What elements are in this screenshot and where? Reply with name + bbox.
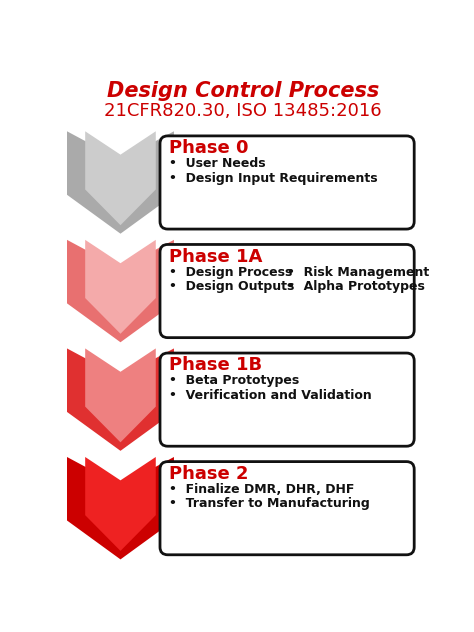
- Text: •  User Needs: • User Needs: [169, 157, 266, 170]
- Text: Design Control Process: Design Control Process: [107, 82, 379, 101]
- Text: •  Design Input Requirements: • Design Input Requirements: [169, 172, 378, 185]
- Text: •  Design Outputs: • Design Outputs: [169, 281, 295, 293]
- FancyBboxPatch shape: [160, 461, 414, 555]
- Text: Phase 1A: Phase 1A: [169, 248, 263, 266]
- Text: •  Transfer to Manufacturing: • Transfer to Manufacturing: [169, 497, 370, 511]
- Polygon shape: [67, 348, 174, 451]
- Text: •  Design Process: • Design Process: [169, 265, 292, 279]
- Polygon shape: [67, 131, 174, 234]
- FancyBboxPatch shape: [160, 353, 414, 446]
- Text: •  Verification and Validation: • Verification and Validation: [169, 389, 372, 402]
- Polygon shape: [85, 457, 156, 551]
- Text: •  Beta Prototypes: • Beta Prototypes: [169, 374, 300, 387]
- Text: Phase 0: Phase 0: [169, 139, 249, 157]
- Text: •  Finalize DMR, DHR, DHF: • Finalize DMR, DHR, DHF: [169, 483, 355, 496]
- Text: •  Risk Management: • Risk Management: [287, 265, 429, 279]
- Text: •  Alpha Prototypes: • Alpha Prototypes: [287, 281, 425, 293]
- Polygon shape: [85, 131, 156, 225]
- FancyBboxPatch shape: [160, 136, 414, 229]
- Polygon shape: [67, 457, 174, 559]
- Text: Phase 2: Phase 2: [169, 465, 249, 483]
- Text: 21CFR820.30, ISO 13485:2016: 21CFR820.30, ISO 13485:2016: [104, 102, 382, 120]
- Polygon shape: [85, 348, 156, 442]
- Polygon shape: [67, 240, 174, 343]
- Text: Phase 1B: Phase 1B: [169, 356, 263, 374]
- FancyBboxPatch shape: [160, 245, 414, 337]
- Polygon shape: [85, 240, 156, 334]
